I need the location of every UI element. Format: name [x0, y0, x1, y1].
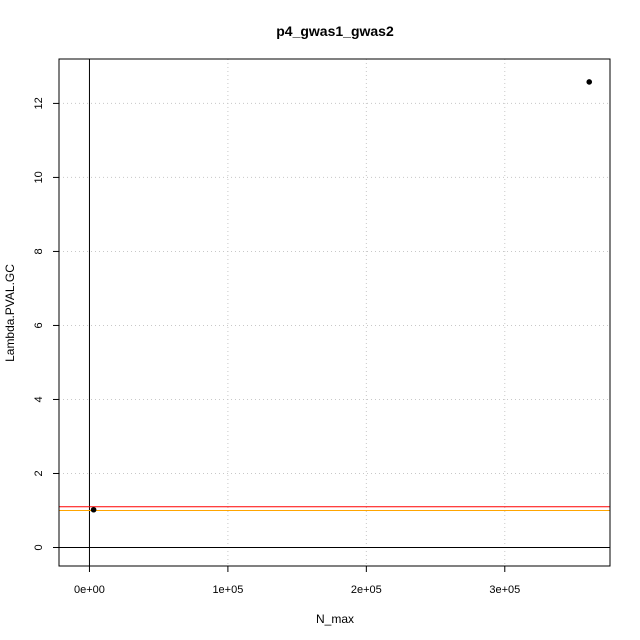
data-point-1	[586, 79, 593, 85]
reference-lines	[59, 59, 610, 566]
y-tick-label-5: 10	[33, 171, 45, 183]
x-tick-label-1: 1e+05	[212, 584, 243, 596]
y-axis: 0 2 4 6 8 10 12	[33, 97, 60, 551]
y-tick-label-0: 0	[33, 544, 45, 550]
data-points	[90, 79, 593, 513]
chart-title: p4_gwas1_gwas2	[276, 23, 394, 39]
y-tick-label-4: 8	[33, 248, 45, 254]
y-tick-label-2: 4	[33, 396, 45, 402]
x-tick-label-2: 2e+05	[351, 584, 382, 596]
plot-frame	[58, 58, 611, 567]
x-tick-label-3: 3e+05	[489, 584, 520, 596]
y-axis-label: Lambda.PVAL.GC	[3, 264, 17, 362]
x-axis-label: N_max	[316, 612, 354, 626]
y-tick-label-3: 6	[33, 322, 45, 328]
x-tick-label-0: 0e+00	[74, 584, 105, 596]
grid-lines	[59, 59, 610, 566]
data-point-0	[90, 506, 97, 513]
y-tick-label-1: 2	[33, 470, 45, 476]
x-axis: 0e+00 1e+05 2e+05 3e+05	[74, 565, 520, 596]
y-tick-label-6: 12	[33, 97, 45, 109]
